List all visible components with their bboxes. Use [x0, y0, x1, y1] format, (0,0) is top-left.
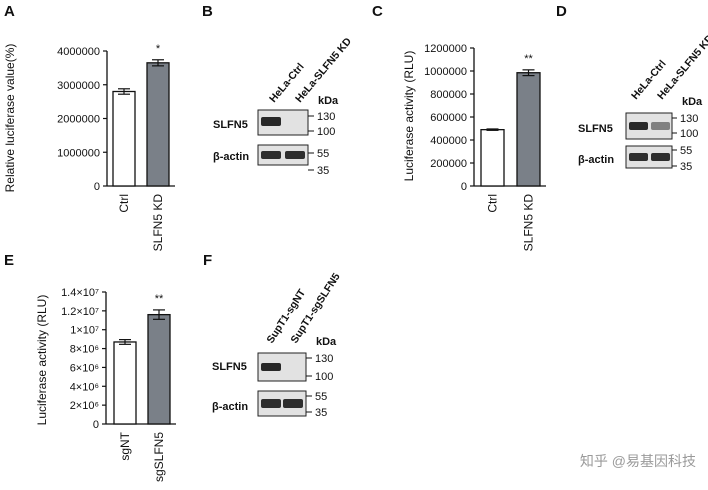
panel-d: D HeLa-Ctrl HeLa-SLFN5 KD kDa SLFN5 β-ac… [556, 3, 708, 173]
panel-a-y-tick-label: 1000000 [57, 147, 100, 159]
panel-c-y-tick-label: 0 [461, 181, 467, 193]
panel-f-band-actin-lane-2 [283, 399, 303, 408]
panel-c-significance-2: ** [524, 53, 533, 65]
panel-b-marker-100: 100 [317, 126, 335, 138]
panel-d-letter: D [556, 3, 567, 20]
panel-e-significance-2: ** [155, 293, 164, 305]
panel-c-letter: C [372, 3, 383, 20]
panel-d-band-slfn5-lane-2 [651, 122, 670, 130]
panel-c-bar-1 [480, 128, 505, 187]
panel-d-blot-actin [625, 145, 673, 169]
panel-f: F SupT1-sgNT SupT1-sgSLFN5 kDa SLFN5 β-a… [203, 252, 343, 419]
panel-a-chart: 0 1000000 2000000 3000000 4000000 Ctrl * SLFN5 … [57, 43, 175, 252]
panel-c-y-tick-label: 1200000 [424, 43, 467, 55]
panel-d-kda-label: kDa [682, 96, 703, 108]
panel-a-y-tick-label: 3000000 [57, 80, 100, 92]
panel-b-marker-55: 55 [317, 148, 329, 160]
watermark: 知乎 @易基因科技 [580, 453, 696, 469]
panel-a-y-tick-label: 2000000 [57, 114, 100, 126]
panel-e-bar-1 [113, 341, 137, 425]
panel-b-blot-actin [257, 144, 309, 166]
panel-e-y-tick-label: 6×10⁶ [70, 362, 99, 374]
panel-b-marker-130: 130 [317, 111, 335, 123]
panel-a-bar-2 [146, 62, 170, 187]
panel-c-y-tick-label: 600000 [430, 112, 467, 124]
panel-d-row-slfn5-label: SLFN5 [578, 123, 613, 135]
panel-a-letter: A [4, 3, 15, 20]
panel-b: B HeLa-Ctrl HeLa-SLFN5 KD kDa SLFN5 β-ac… [202, 3, 354, 177]
panel-c: C Luciferase activity (RLU) 0 200000 40000… [372, 3, 546, 251]
panel-f-marker-35: 35 [315, 407, 327, 419]
panel-d-marker-35: 35 [680, 161, 692, 173]
panel-a-ylabel: Relative luciferase value(%) [3, 44, 17, 193]
panel-a: A Relative luciferase value(%) 0 1000000 2… [3, 3, 175, 251]
panel-b-letter: B [202, 3, 213, 20]
panel-c-x-label-1: Ctrl [486, 194, 500, 213]
panel-d-marker-55: 55 [680, 145, 692, 157]
panel-d-band-actin-lane-2 [651, 153, 670, 161]
panel-a-y-tick-label: 0 [94, 181, 100, 193]
panel-f-row-actin-label: β-actin [212, 401, 248, 413]
panel-d-row-actin-label: β-actin [578, 154, 614, 166]
panel-c-x-label-2: SLFN5 KD [522, 194, 536, 252]
panel-b-band-actin-lane-2 [285, 151, 305, 159]
panel-f-band-slfn5-lane-1 [261, 363, 281, 371]
panel-e-y-tick-label: 2×10⁶ [70, 400, 99, 412]
panel-c-y-tick-label: 400000 [430, 135, 467, 147]
panel-b-bands [261, 117, 305, 159]
panel-a-bar-1 [112, 90, 136, 187]
panel-e-x-label-2: sgSLFN5 [152, 432, 166, 482]
panel-c-y-tick-label: 1000000 [424, 66, 467, 78]
panel-d-marker-130: 130 [680, 113, 698, 125]
panel-f-marker-55: 55 [315, 391, 327, 403]
panel-e-letter: E [4, 252, 14, 269]
panel-c-y-tick-label: 200000 [430, 158, 467, 170]
panel-c-bar-2 [516, 72, 541, 187]
panel-e-y-tick-label: 0 [93, 419, 99, 431]
panel-d-band-slfn5-lane-1 [629, 122, 648, 130]
panel-f-marker-100: 100 [315, 371, 333, 383]
panel-c-y-tick-label: 800000 [430, 89, 467, 101]
panel-b-band-actin-lane-1 [261, 151, 281, 159]
panel-e-bar-2 [147, 313, 171, 425]
panel-b-kda-label: kDa [318, 95, 339, 107]
panel-a-y-tick-label: 4000000 [57, 46, 100, 58]
panel-a-x-label-1: Ctrl [117, 194, 131, 213]
panel-b-row-slfn5-label: SLFN5 [213, 119, 248, 131]
panel-e-y-tick-label: 1×10⁷ [70, 325, 99, 337]
panel-b-row-actin-label: β-actin [213, 151, 249, 163]
panel-a-x-label-2: SLFN5 KD [151, 194, 165, 252]
panel-f-row-slfn5-label: SLFN5 [212, 361, 247, 373]
panel-b-band-slfn5-lane-1 [261, 117, 281, 126]
panel-c-ylabel: Luciferase activity (RLU) [402, 51, 416, 182]
panel-e-y-tick-label: 8×10⁶ [70, 344, 99, 356]
panel-f-bands [261, 363, 303, 408]
panel-d-marker-100: 100 [680, 128, 698, 140]
panel-f-marker-130: 130 [315, 353, 333, 365]
panel-e-x-label-1: sgNT [118, 431, 132, 460]
panel-d-bands [629, 122, 670, 161]
panel-e-ylabel: Luciferase activity (RLU) [35, 295, 49, 426]
panel-b-marker-35: 35 [317, 165, 329, 177]
panel-f-band-actin-lane-1 [261, 399, 281, 408]
panel-f-letter: F [203, 252, 212, 269]
panel-d-band-actin-lane-1 [629, 153, 648, 161]
panel-f-kda-label: kDa [316, 336, 337, 348]
panel-e-y-tick-label: 1.2×10⁷ [61, 306, 99, 318]
panel-e-y-tick-label: 1.4×10⁷ [61, 287, 99, 299]
panel-c-chart: 0 200000 400000 600000 800000 1000000 1200000 C… [424, 43, 546, 251]
panel-e-chart: 0 2×10⁶ 4×10⁶ 6×10⁶ 8×10⁶ 1×10⁷ 1.2×10⁷ 1.4×10⁷… [61, 287, 176, 482]
panel-e: E Luciferase activity (RLU) 0 2×10⁶ 4×10⁶ 6… [4, 252, 176, 482]
panel-e-y-tick-label: 4×10⁶ [70, 381, 99, 393]
panel-a-significance-2: * [156, 43, 161, 55]
